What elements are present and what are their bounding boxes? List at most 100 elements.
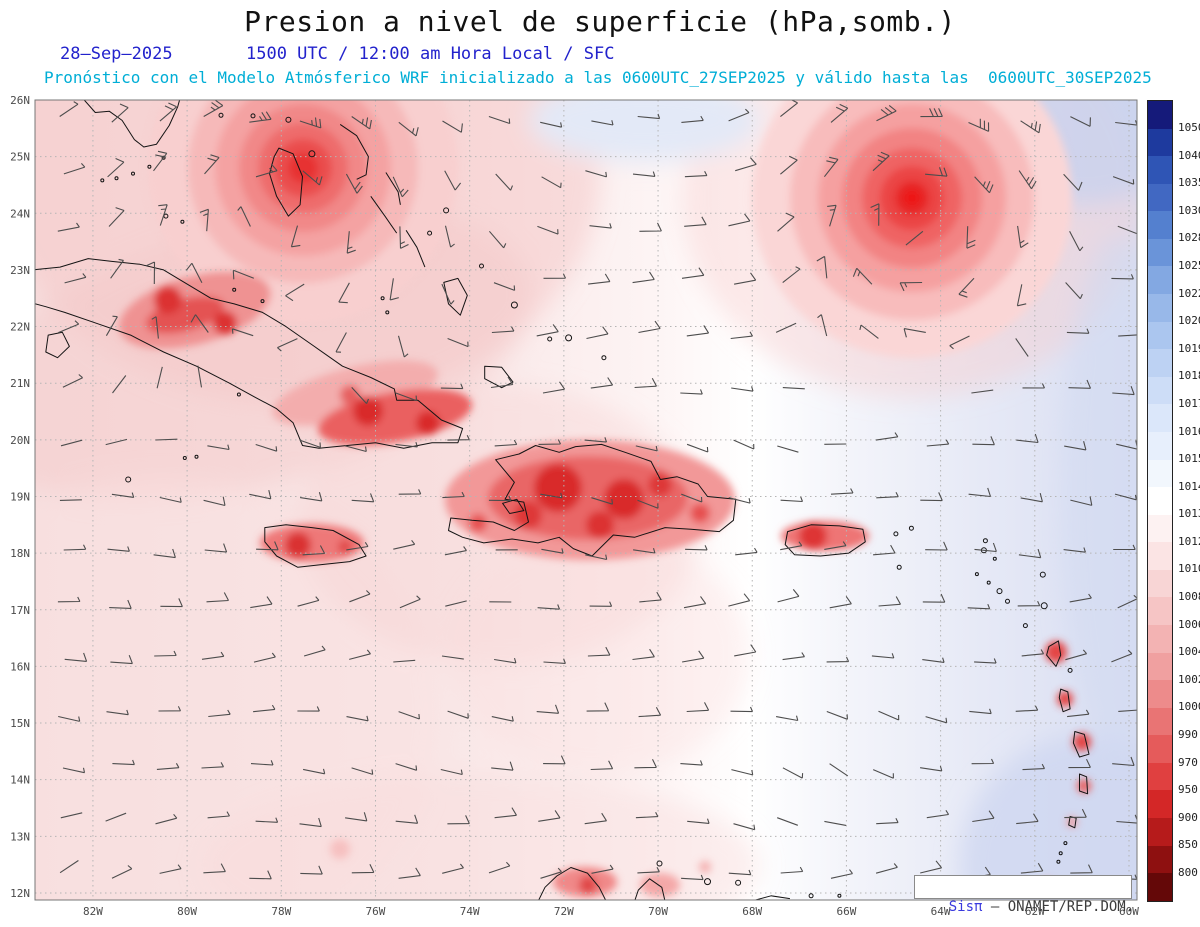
wind-barb — [730, 331, 753, 340]
wind-barbs-layer — [57, 100, 1137, 881]
wind-barb — [345, 812, 368, 822]
wind-barb — [201, 762, 224, 769]
wind-barb — [335, 332, 347, 353]
wind-barb — [64, 652, 88, 662]
wind-barb — [1068, 379, 1092, 389]
wind-barb — [968, 487, 992, 498]
wind-barb — [488, 495, 512, 502]
wind-barb — [826, 656, 850, 663]
wind-barb — [733, 272, 757, 285]
wind-barb — [680, 389, 703, 395]
wind-barb — [290, 225, 301, 248]
colorbar-segment — [1148, 404, 1172, 432]
wind-barb — [493, 282, 516, 291]
colorbar-segment — [1148, 266, 1172, 295]
paraguana-coastline — [634, 878, 666, 900]
wind-barb — [872, 769, 894, 779]
wind-barb — [735, 157, 757, 172]
low-pressure-centers — [119, 100, 1091, 897]
wind-barb — [1015, 705, 1039, 712]
cyclone-atlantic — [752, 100, 1072, 358]
small-island-coastline — [260, 299, 265, 304]
wind-barb — [780, 100, 798, 118]
wind-barb — [158, 204, 168, 226]
wind-barb — [107, 546, 130, 552]
wind-barb — [1069, 593, 1092, 603]
wind-barb — [635, 445, 658, 452]
wind-barb — [105, 812, 127, 822]
wind-barb — [62, 767, 86, 774]
gonave-coastline — [502, 498, 525, 514]
wind-barb — [159, 496, 182, 503]
colorbar-segment — [1148, 597, 1172, 625]
wind-barb — [203, 496, 226, 507]
colorbar-segment — [1148, 762, 1172, 791]
wind-barb — [1021, 649, 1045, 657]
wind-barb — [876, 817, 899, 825]
wind-barb — [393, 659, 416, 663]
small-island-coastline — [601, 355, 607, 361]
wind-barb — [870, 203, 880, 226]
wind-barb — [494, 439, 518, 447]
latitude-tick-label: 21N — [10, 377, 30, 390]
wind-barb — [728, 593, 751, 607]
wind-barb — [399, 595, 421, 609]
small-island-coastline — [986, 580, 991, 585]
wind-barb — [780, 496, 804, 503]
wind-barb — [111, 865, 133, 879]
wind-barb — [777, 212, 795, 232]
wind-barb — [537, 604, 561, 610]
wind-barb — [728, 108, 750, 122]
small-island-coastline — [996, 588, 1003, 595]
longitude-tick-label: 72W — [554, 905, 574, 918]
wind-barb — [590, 377, 614, 389]
wind-barb — [444, 546, 467, 556]
wind-barb — [392, 176, 409, 198]
wind-barb — [634, 759, 657, 769]
wind-barb — [490, 376, 514, 389]
small-island-coastline — [427, 230, 433, 236]
wind-barb — [775, 322, 797, 333]
longitude-tick-label: 64W — [931, 905, 951, 918]
wind-barb — [1112, 176, 1135, 185]
colorbar-tick-label: 970 — [1178, 755, 1198, 769]
colorbar-tick-label: 1000 — [1178, 700, 1200, 714]
wind-barb — [445, 600, 467, 607]
latitude-tick-label: 18N — [10, 547, 30, 560]
latitude-tick-label: 14N — [10, 774, 30, 787]
wind-barb — [584, 812, 607, 825]
wind-barb — [441, 283, 455, 305]
wind-barb — [158, 706, 181, 712]
wind-barb — [398, 489, 422, 495]
colorbar-segment — [1148, 707, 1172, 736]
wind-barb — [349, 590, 371, 603]
wind-barb — [204, 154, 220, 175]
wind-barb — [782, 387, 805, 390]
colorbar-segment — [1148, 680, 1172, 708]
wind-barb — [351, 116, 372, 130]
wind-barb — [62, 374, 83, 388]
wind-barb — [302, 170, 323, 186]
wind-barb — [543, 273, 566, 279]
latitude-tick-label: 15N — [10, 717, 30, 730]
small-island-coastline — [182, 456, 187, 460]
wind-barb — [826, 710, 848, 720]
wind-barb — [830, 103, 849, 123]
wind-barb — [777, 817, 798, 826]
small-island-coastline — [194, 454, 199, 459]
wind-barb — [1064, 441, 1087, 451]
wind-barb — [351, 493, 375, 503]
colorbar-segment — [1148, 790, 1172, 819]
wind-barb — [60, 439, 83, 447]
wind-barb — [922, 593, 946, 603]
wind-barb — [682, 650, 705, 663]
wind-barb — [536, 324, 559, 337]
wind-barb — [776, 715, 799, 722]
colorbar-segment — [1148, 431, 1172, 460]
wind-barb — [542, 381, 566, 394]
wind-barb — [591, 864, 614, 874]
wind-barb — [349, 649, 371, 660]
wind-barb — [586, 702, 610, 712]
wind-barb — [681, 115, 704, 123]
colorbar-segment — [1148, 652, 1172, 681]
